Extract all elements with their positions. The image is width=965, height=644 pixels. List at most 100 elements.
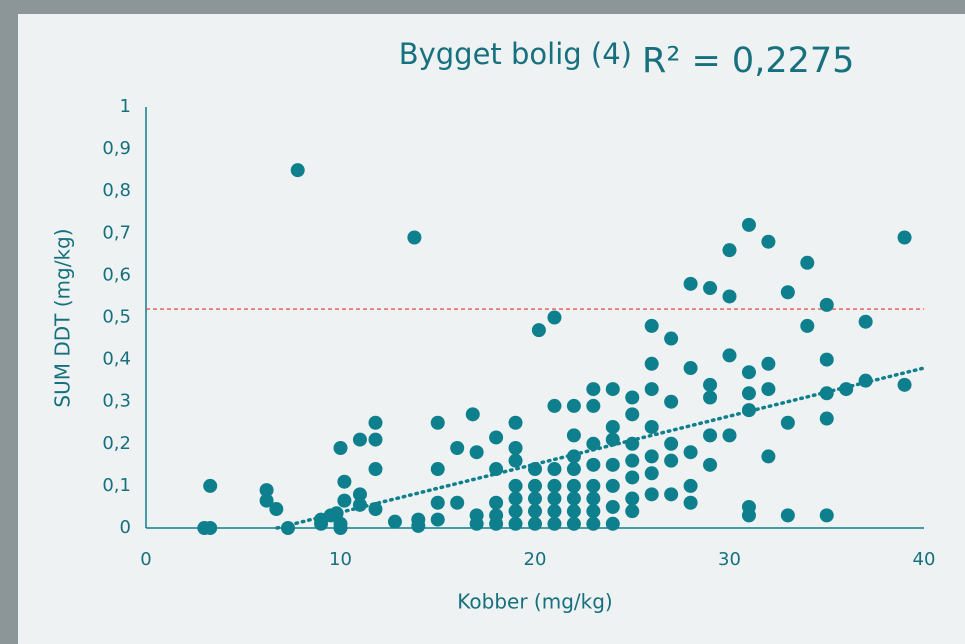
data-point [547,462,562,477]
data-point [722,428,737,443]
data-point [528,504,542,519]
data-point [761,234,776,249]
data-point [625,390,640,405]
data-point [489,495,504,510]
data-point [586,491,601,506]
data-point [819,352,834,367]
data-point [683,495,698,510]
trendline [275,366,926,530]
chart-title: Bygget bolig (4) [399,37,632,71]
data-point [566,516,581,531]
data-point [605,516,620,531]
y-tick-label: 0,8 [102,180,131,201]
data-point [586,436,601,451]
data-point [469,445,484,460]
data-point [333,521,348,535]
data-point [259,483,274,498]
data-point [450,441,465,456]
data-point [625,407,640,422]
data-point [780,285,795,300]
data-point [531,323,546,338]
data-point [203,478,218,493]
data-point [508,415,523,430]
y-tick-label: 0,2 [102,433,131,454]
data-point [203,521,218,535]
data-point [290,163,305,178]
data-point [644,419,659,434]
data-point [741,217,756,232]
data-point [450,495,465,510]
y-tick-label: 0,6 [102,264,131,285]
y-tick-label: 0,3 [102,391,131,412]
x-tick-label: 0 [140,549,151,570]
data-point [547,504,562,519]
data-point [566,491,581,506]
data-point [528,491,542,506]
data-point [703,428,718,443]
data-point [508,441,523,456]
data-point [368,462,383,477]
data-point [259,493,274,508]
data-point [858,373,873,388]
data-point [683,361,698,376]
y-tick-label: 0,7 [102,222,131,243]
data-point [368,415,383,430]
data-point [644,449,659,464]
data-point [683,478,698,493]
data-point [664,394,679,409]
data-point [407,230,422,245]
data-point [508,491,523,506]
data-point [547,310,562,325]
r-squared: R² = 0,2275 [642,41,854,81]
data-point [337,493,352,508]
x-tick-label: 10 [329,549,352,570]
data-point [586,516,601,531]
data-point [741,508,756,523]
data-point [586,398,601,413]
data-point [465,407,480,422]
data-point [703,281,718,296]
data-point [566,398,581,413]
data-point [566,428,581,443]
data-point [605,499,620,514]
data-point [586,504,601,519]
data-point [547,478,562,493]
data-point [528,516,542,531]
data-point [800,255,815,270]
chart-panel [18,14,965,644]
data-point [605,419,620,434]
x-tick-label: 30 [718,549,741,570]
data-point [430,495,445,510]
data-point [683,276,698,291]
data-point [761,356,776,371]
data-point [780,508,795,523]
data-point [644,466,659,481]
data-point [625,491,640,506]
data-point [430,462,445,477]
data-point [352,432,367,447]
data-point [586,457,601,472]
data-point [722,289,737,304]
x-axis-title: Kobber (mg/kg) [457,590,612,614]
data-point [605,382,620,397]
data-point [333,441,348,456]
data-point [387,514,402,529]
data-point [566,478,581,493]
data-point [741,365,756,380]
data-point [508,478,523,493]
data-point [352,497,367,512]
data-point [703,457,718,472]
data-point [430,415,445,430]
data-point [683,445,698,460]
y-axis-title: SUM DDT (mg/kg) [51,228,75,407]
data-point [566,504,581,519]
data-point [547,491,562,506]
data-point [566,449,581,464]
data-point [722,243,737,258]
data-point [547,398,562,413]
data-point [858,314,873,329]
data-point [469,516,484,531]
y-tick-label: 0,5 [102,307,131,328]
data-point [625,453,640,468]
